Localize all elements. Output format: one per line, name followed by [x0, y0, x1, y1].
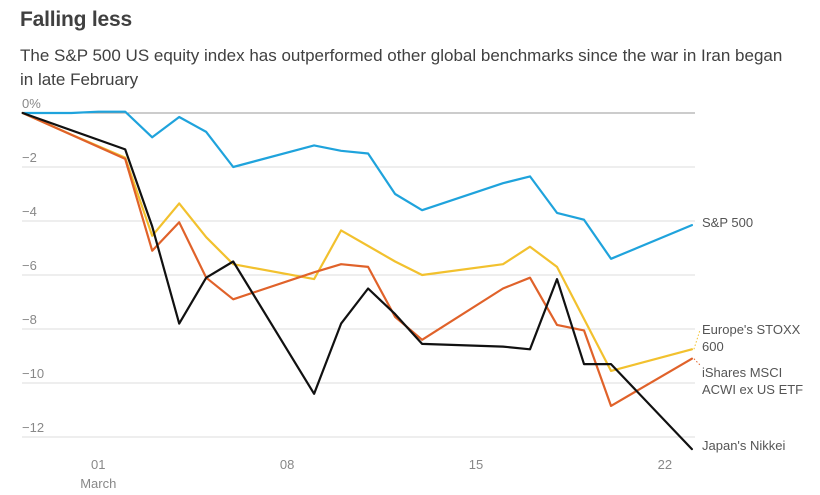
- chart-title: Falling less: [20, 8, 132, 31]
- chart-subtitle: The S&P 500 US equity index has outperfo…: [20, 46, 783, 89]
- y-tick-label: −10: [22, 366, 44, 381]
- series-line: [21, 111, 694, 407]
- series-label-line: 600: [702, 339, 724, 354]
- label-leader: [693, 329, 701, 350]
- series-labels: S&P 500 Europe's STOXX 600 iShares MSCI ACWI…: [702, 215, 803, 453]
- series-line: [21, 111, 694, 451]
- series-line: [21, 110, 694, 260]
- x-tick-label: 22: [658, 457, 672, 472]
- x-tick-sublabel: March: [80, 476, 116, 491]
- x-tick-label: 08: [280, 457, 294, 472]
- y-tick-label: 0%: [22, 96, 41, 111]
- y-tick-label: −4: [22, 204, 37, 219]
- series-label-line: Europe's STOXX: [702, 322, 801, 337]
- series-label-line: ACWI ex US ETF: [702, 382, 803, 397]
- series-label-line: S&P 500: [702, 215, 753, 230]
- series-label: Europe's STOXX 600: [702, 322, 801, 354]
- x-tick-label: 15: [469, 457, 483, 472]
- series-lines: [21, 110, 694, 451]
- series-label-line: Japan's Nikkei: [702, 438, 786, 453]
- series-label: Japan's Nikkei: [702, 438, 786, 453]
- y-axis-ticks: 0% −2 −4 −6 −8 −10 −12: [22, 96, 44, 435]
- label-leaders: [693, 329, 701, 366]
- y-tick-label: −12: [22, 420, 44, 435]
- series-label-line: iShares MSCI: [702, 365, 782, 380]
- y-tick-label: −8: [22, 312, 37, 327]
- x-tick-label: 01: [91, 457, 105, 472]
- gridlines: [22, 112, 695, 438]
- series-label: S&P 500: [702, 215, 753, 230]
- series-label: iShares MSCI ACWI ex US ETF: [702, 365, 803, 397]
- y-tick-label: −2: [22, 150, 37, 165]
- y-tick-label: −6: [22, 258, 37, 273]
- label-leader: [693, 358, 701, 366]
- series-line: [21, 111, 694, 372]
- x-axis-ticks: 01 March 08 15 22: [80, 457, 672, 491]
